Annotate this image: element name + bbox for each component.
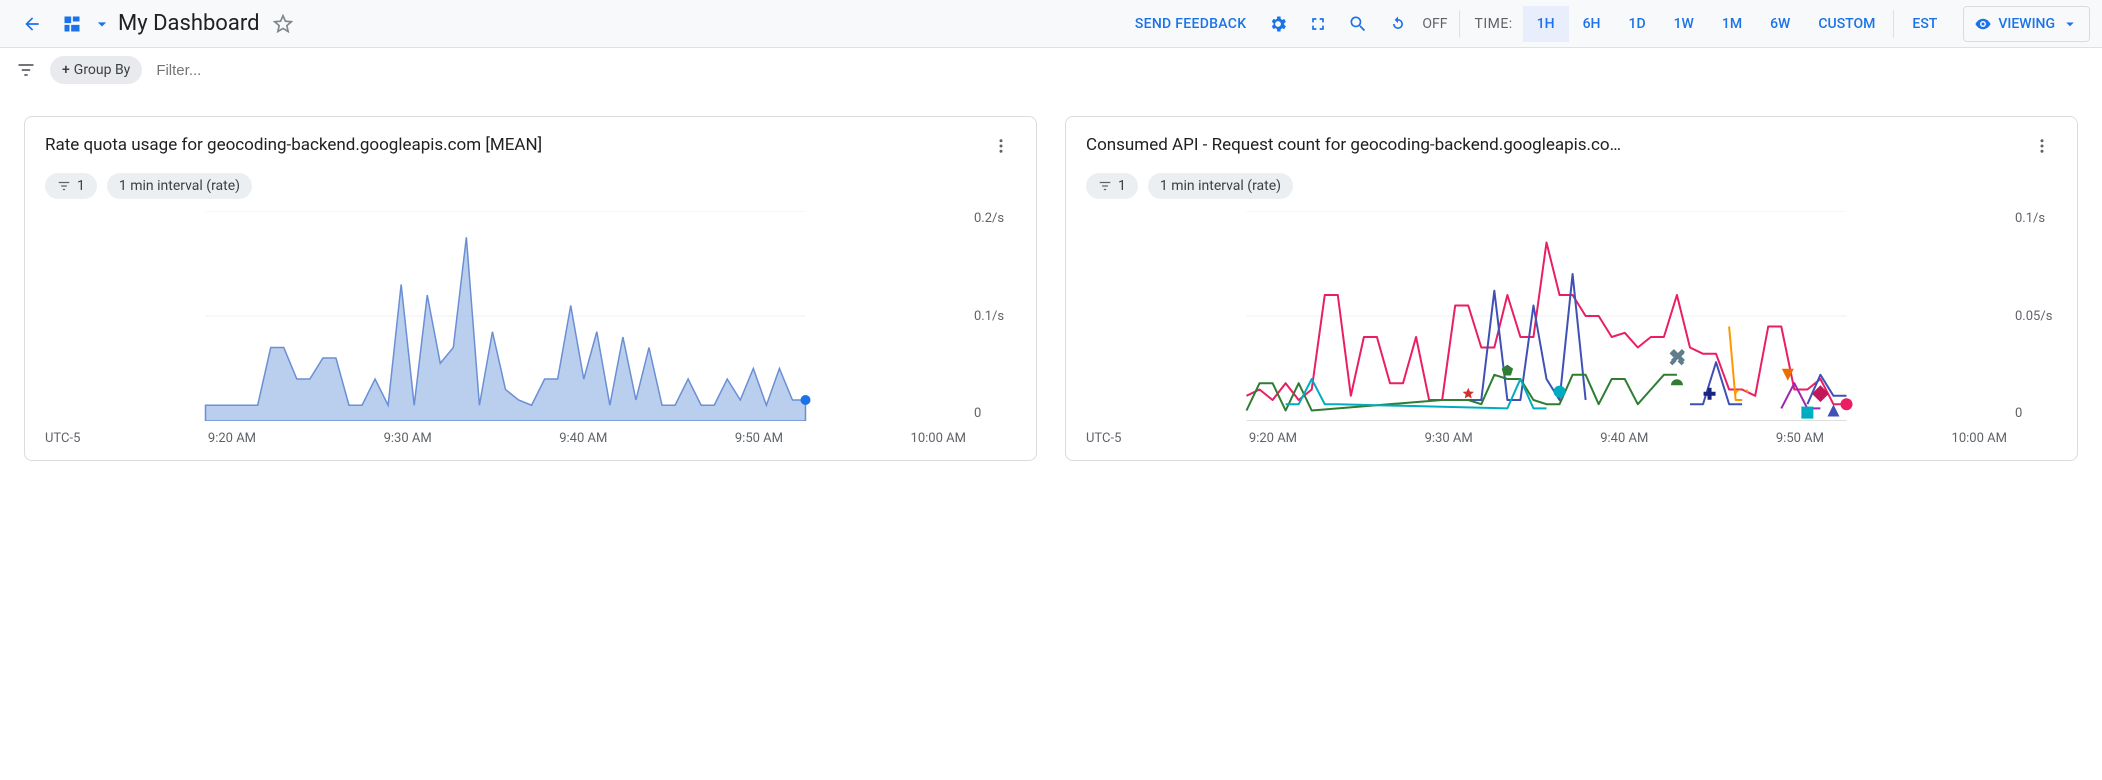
autorefresh-state: OFF [1418, 16, 1455, 32]
filter-icon [1098, 179, 1112, 193]
interval-chip[interactable]: 1 min interval (rate) [1148, 173, 1293, 199]
mode-viewing-label: VIEWING [1998, 16, 2055, 32]
chart-plot[interactable] [1086, 211, 2007, 425]
caret-down-icon [2061, 15, 2079, 33]
back-button[interactable] [12, 4, 52, 44]
interval-chip-label: 1 min interval (rate) [1160, 178, 1281, 194]
time-range-1m[interactable]: 1M [1708, 6, 1756, 42]
filter-count-chip[interactable]: 1 [1086, 173, 1138, 199]
chart-card-req_count: Consumed API - Request count for geocodi… [1065, 116, 2078, 461]
send-feedback-button[interactable]: SEND FEEDBACK [1123, 4, 1259, 44]
fullscreen-icon[interactable] [1298, 4, 1338, 44]
filter-input[interactable] [152, 56, 2090, 84]
dashboard-cards: Rate quota usage for geocoding-backend.g… [0, 92, 2102, 485]
chart-title: Consumed API - Request count for geocodi… [1086, 135, 2019, 155]
interval-chip[interactable]: 1 min interval (rate) [107, 173, 252, 199]
favorite-star-icon[interactable] [269, 4, 297, 44]
top-toolbar: My Dashboard SEND FEEDBACK OFF TIME: 1H6… [0, 0, 2102, 48]
chart-plot[interactable] [45, 211, 966, 425]
filter-count-label: 1 [77, 178, 85, 194]
group-by-chip-label: Group By [74, 62, 131, 78]
chart-y-axis: 0.2/s0.1/s0 [966, 211, 1016, 421]
time-range-1w[interactable]: 1W [1660, 6, 1708, 42]
dashboard-picker-caret-icon[interactable] [92, 4, 112, 44]
chart-y-axis: 0.1/s0.05/s0 [2007, 211, 2057, 421]
chart-x-axis: UTC-59:20 AM9:30 AM9:40 AM9:50 AM10:00 A… [1086, 431, 2057, 446]
time-range-1d[interactable]: 1D [1614, 6, 1659, 42]
time-range-1h[interactable]: 1H [1523, 6, 1569, 42]
filter-count-chip[interactable]: 1 [45, 173, 97, 199]
mode-viewing-button[interactable]: VIEWING [1963, 6, 2090, 42]
interval-chip-label: 1 min interval (rate) [119, 178, 240, 194]
time-range-custom[interactable]: CUSTOM [1804, 6, 1889, 42]
chart-x-axis: UTC-59:20 AM9:30 AM9:40 AM9:50 AM10:00 A… [45, 431, 1016, 446]
settings-gear-icon[interactable] [1258, 4, 1298, 44]
filter-bar: + Group By [0, 48, 2102, 92]
chart-card-rate_quota: Rate quota usage for geocoding-backend.g… [24, 116, 1037, 461]
autorefresh-icon[interactable] [1378, 4, 1418, 44]
dashboard-layout-button[interactable] [52, 4, 92, 44]
timezone-button[interactable]: EST [1898, 6, 1951, 42]
time-range-picker: 1H6H1D1W1M6WCUSTOM [1523, 6, 1890, 42]
group-by-chip[interactable]: + Group By [50, 56, 142, 84]
filter-list-icon[interactable] [12, 50, 40, 90]
chart-menu-icon[interactable] [2027, 135, 2057, 161]
separator [1893, 10, 1894, 38]
time-range-6w[interactable]: 6W [1756, 6, 1804, 42]
filter-icon [57, 179, 71, 193]
chart-menu-icon[interactable] [986, 135, 1016, 161]
dashboard-title: My Dashboard [112, 11, 265, 36]
search-icon[interactable] [1338, 4, 1378, 44]
eye-icon [1974, 15, 1992, 33]
separator [1459, 10, 1460, 38]
filter-count-label: 1 [1118, 178, 1126, 194]
chart-title: Rate quota usage for geocoding-backend.g… [45, 135, 978, 155]
time-range-label: TIME: [1464, 16, 1522, 32]
time-range-6h[interactable]: 6H [1569, 6, 1615, 42]
